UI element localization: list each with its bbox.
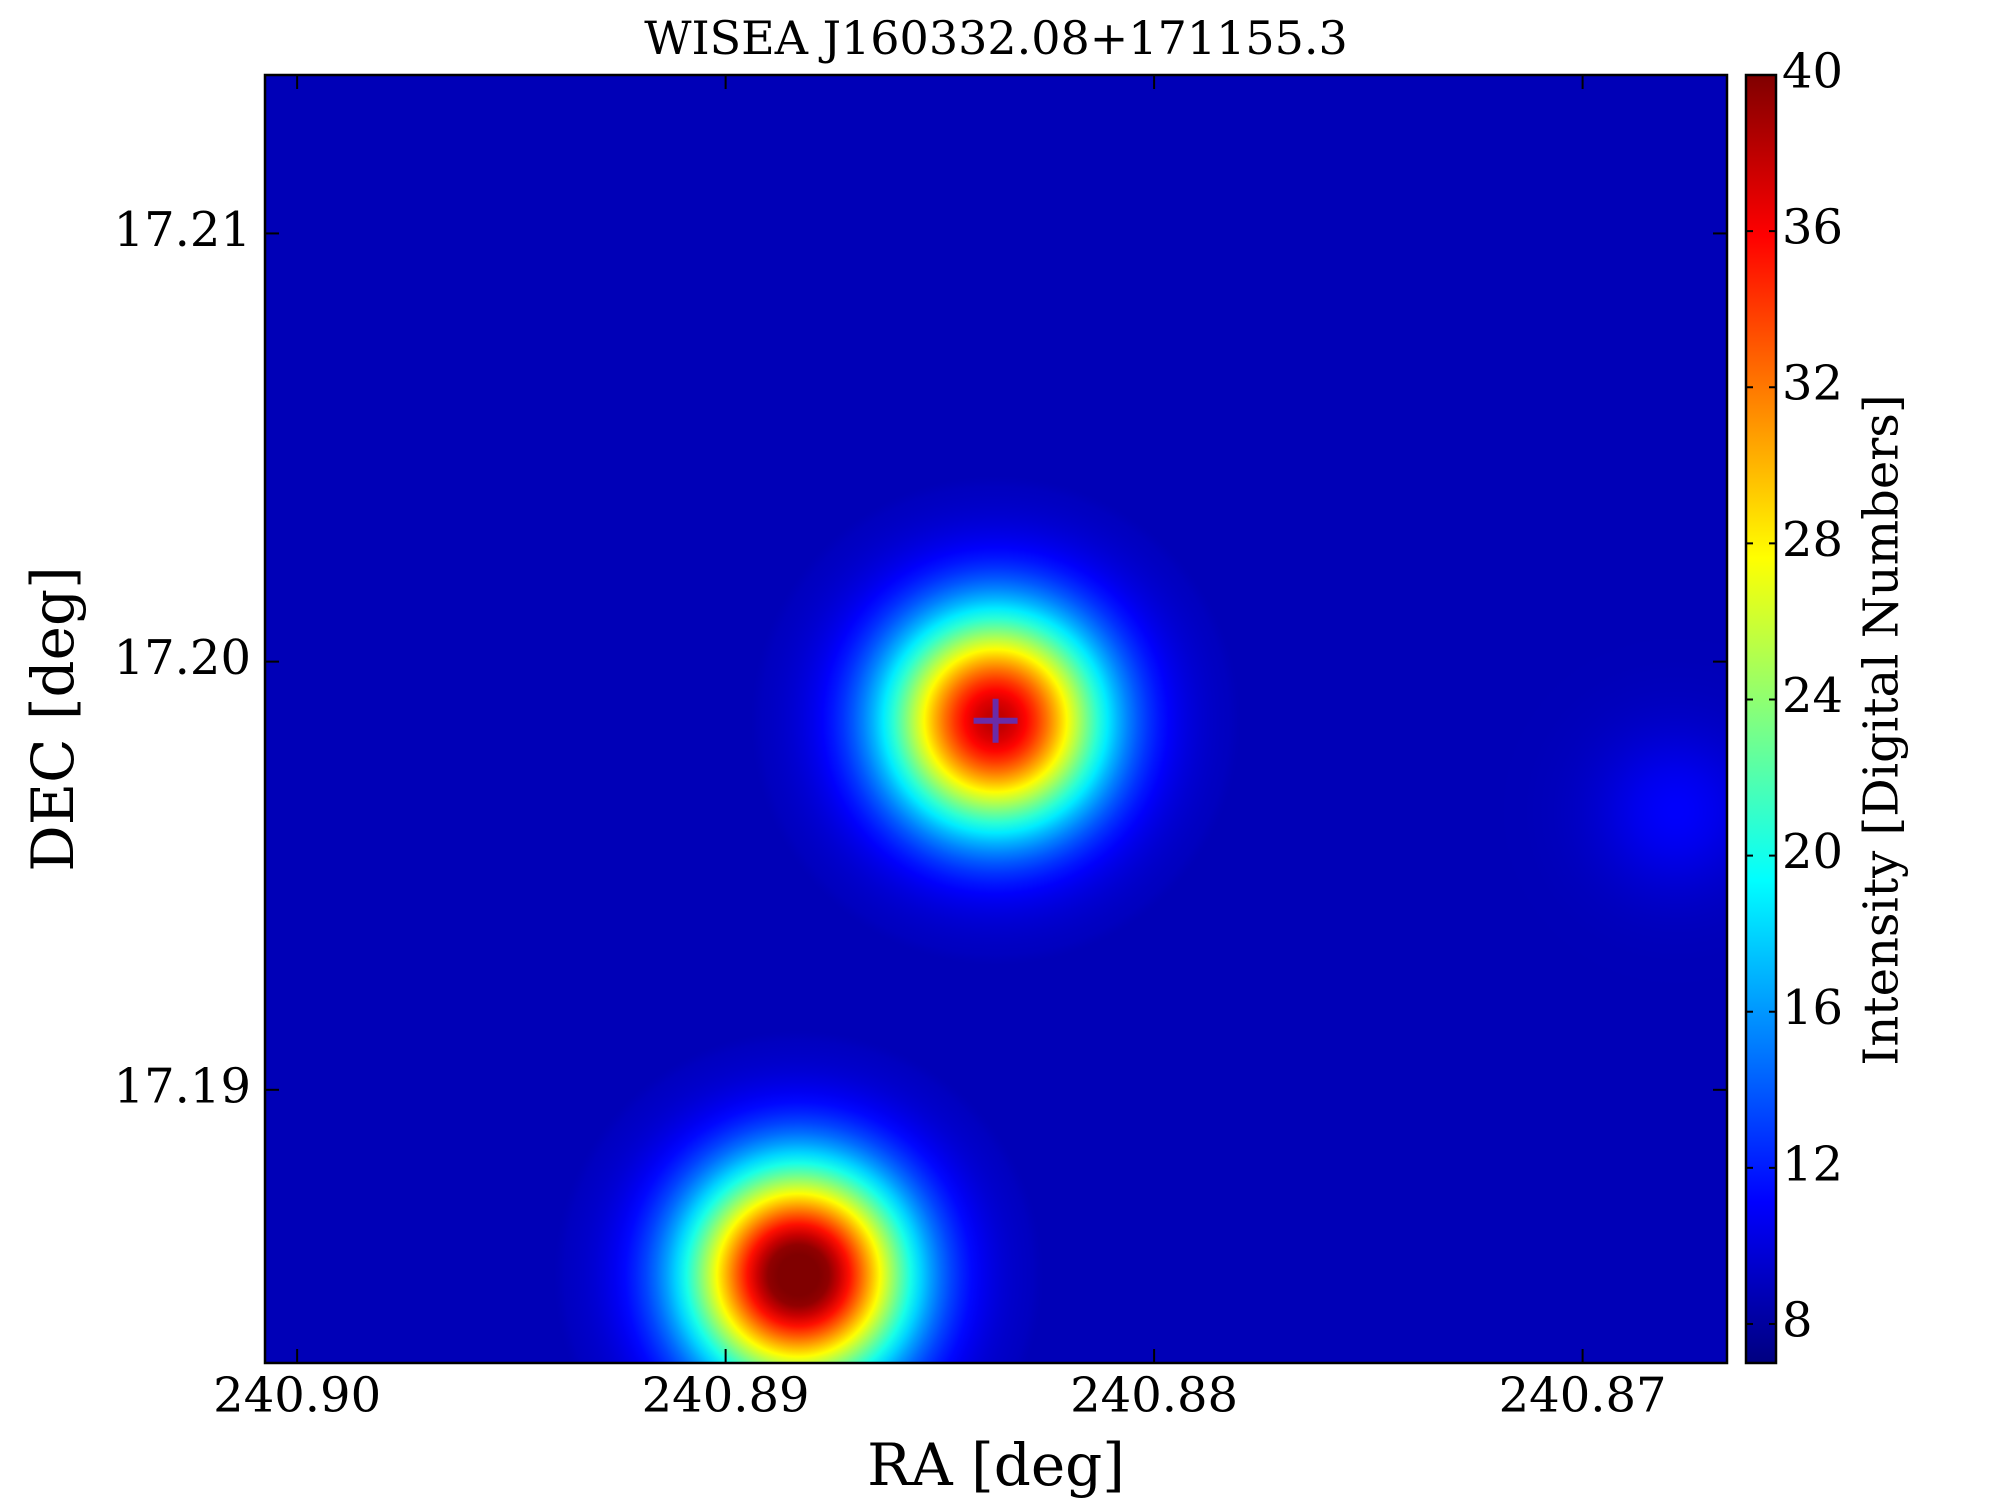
plot-frame xyxy=(263,73,1729,1365)
colorbar-tick-label: 24 xyxy=(1782,668,1843,724)
source xyxy=(553,1030,1043,1363)
y-tick-label: 17.21 xyxy=(114,202,251,258)
chart-title: WISEA J160332.08+171155.3 xyxy=(644,11,1348,65)
colorbar xyxy=(1744,73,1778,1365)
colorbar-tick-label: 32 xyxy=(1782,356,1843,412)
y-tick-label: 17.20 xyxy=(114,630,251,686)
x-tick-label: 240.88 xyxy=(1070,1368,1238,1424)
axes: 240.90 240.89 240.88 240.87 17.19 17.20 17.21 8… xyxy=(114,44,1844,1424)
y-axis-label: DEC [deg] xyxy=(19,566,87,872)
colorbar-tick-label: 12 xyxy=(1782,1136,1843,1192)
colorbar-tick-label: 8 xyxy=(1782,1292,1813,1348)
y-tick-label: 17.19 xyxy=(114,1058,251,1114)
colorbar-tick-label: 20 xyxy=(1782,824,1843,880)
marker xyxy=(973,698,1018,743)
x-tick-label: 240.87 xyxy=(1499,1368,1667,1424)
colorbar-label: Intensity [Digital Numbers] xyxy=(1854,394,1910,1065)
x-tick-label: 240.89 xyxy=(642,1368,810,1424)
colorbar-tick-label: 36 xyxy=(1782,200,1843,256)
colorbar-tick-label: 40 xyxy=(1782,44,1843,100)
source xyxy=(1500,636,1727,986)
colorbar-tick-label: 28 xyxy=(1782,512,1843,568)
x-axis-label: RA [deg] xyxy=(867,1431,1125,1499)
colorbar-tick-label: 16 xyxy=(1782,980,1843,1036)
image xyxy=(265,75,1727,1363)
x-tick-label: 240.90 xyxy=(213,1368,381,1424)
